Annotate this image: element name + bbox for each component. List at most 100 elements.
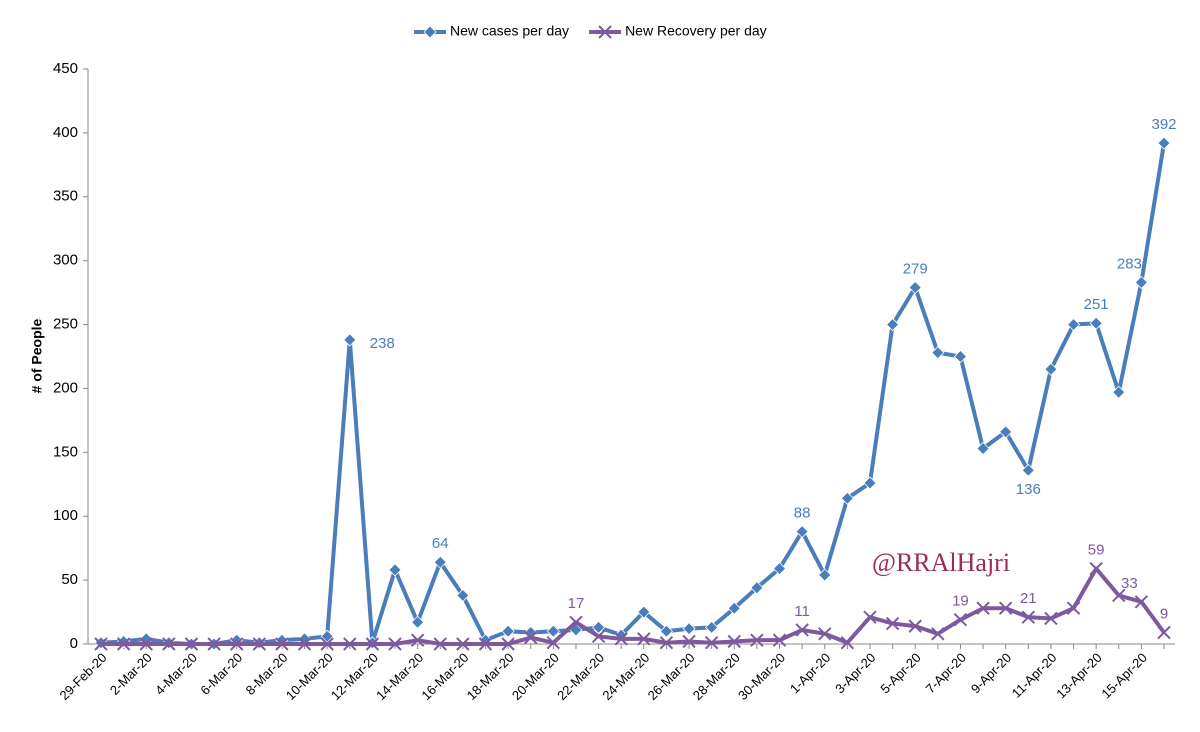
data-point [727,601,741,615]
data-point [569,615,583,629]
y-tick-label: 0 [70,635,78,652]
y-tick-label: 300 [53,252,78,269]
data-point [343,637,357,651]
data-point [659,636,674,650]
data-point [546,624,560,638]
data-label: 279 [903,260,928,277]
data-point [297,637,312,651]
data-point [1112,588,1126,603]
data-point [184,637,199,651]
data-point [750,633,764,647]
data-point [1134,595,1149,609]
y-tick-label: 250 [53,316,78,333]
data-label: 33 [1121,575,1138,592]
data-point [343,333,357,347]
data-point [592,620,606,634]
data-point [456,588,470,603]
data-point [1089,316,1103,330]
data-point [772,633,787,647]
data-point [388,563,402,577]
data-label: 88 [794,505,811,522]
data-point [1021,610,1036,624]
y-axis-label: # of People [29,318,45,393]
data-point [1066,317,1081,332]
data-point [388,637,402,651]
data-point [410,633,425,647]
data-point [953,613,968,627]
data-label: 392 [1151,116,1176,133]
data-point [524,630,538,645]
legend-marker [423,25,437,39]
data-point [908,619,922,633]
data-label: 251 [1084,296,1109,313]
data-point [682,634,696,649]
data-point [953,349,968,364]
data-point [886,317,900,332]
data-point [840,491,854,505]
data-point [433,555,447,569]
data-point [456,637,470,651]
data-point [94,637,108,651]
watermark: @RRAlHajri [872,548,1010,577]
data-label: 238 [370,335,395,352]
data-point [1112,385,1126,399]
data-point [795,524,809,539]
data-point [818,627,832,641]
data-point [682,622,696,636]
data-point [614,632,628,646]
data-point [320,637,334,651]
data-label: 136 [1016,481,1041,498]
legend-label: New Recovery per day [625,23,767,39]
data-point [908,280,922,295]
data-point [1134,275,1148,289]
legend-label: New cases per day [450,23,569,39]
data-point [863,476,877,490]
data-point [727,634,741,649]
data-point [863,610,877,624]
data-point [207,637,221,651]
data-point [1066,601,1081,615]
data-point [1044,611,1058,626]
y-tick-label: 100 [53,507,78,524]
data-point [976,441,990,456]
data-point [1021,463,1035,477]
data-label: 59 [1088,542,1105,559]
data-point [704,636,719,650]
data-label: 64 [432,535,449,552]
data-point [998,601,1013,615]
data-point [795,623,809,637]
data-point [411,615,425,629]
data-point [931,346,945,360]
data-point [116,637,131,651]
data-point [139,637,153,651]
data-point [478,637,493,651]
data-point [252,637,267,651]
data-point [275,633,289,647]
data-point [637,632,651,646]
data-point [162,637,176,651]
data-point [637,605,651,619]
y-tick-label: 200 [53,379,78,396]
data-point [659,624,673,638]
data-point [705,620,719,634]
data-point [230,633,244,647]
data-point [840,636,855,650]
data-point [999,425,1013,439]
data-point [501,637,515,651]
data-label: 19 [952,593,969,610]
data-label: 11 [794,603,810,620]
y-tick-label: 350 [53,188,78,205]
data-point [275,637,289,651]
data-label: 283 [1117,255,1142,272]
data-point [772,562,787,576]
data-point [976,601,990,615]
data-label: 21 [1020,590,1037,607]
data-point [1089,561,1103,576]
y-tick-label: 450 [53,60,78,77]
y-tick-label: 50 [61,571,78,588]
y-tick-label: 150 [53,443,78,460]
data-point [1157,136,1171,150]
data-point [1157,625,1171,640]
data-point [433,637,447,651]
